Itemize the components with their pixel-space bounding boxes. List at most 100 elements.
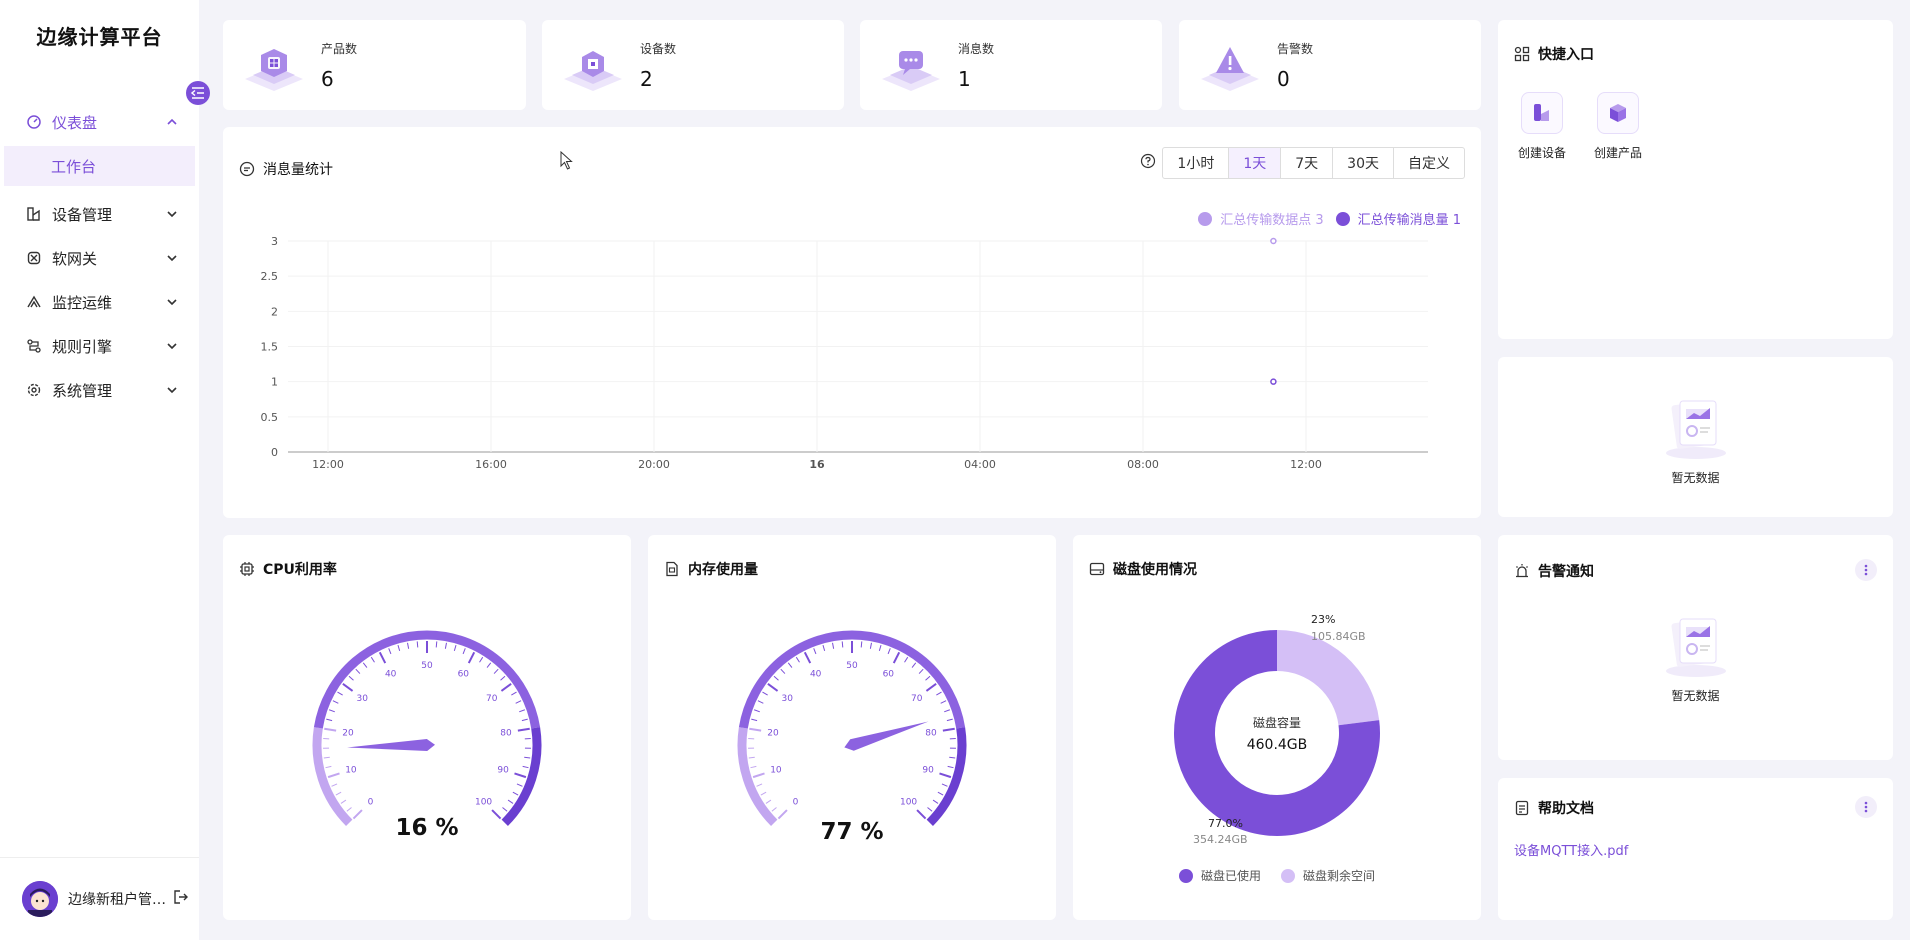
stat-card-messages[interactable]: 消息数 1 [860, 20, 1162, 110]
gauge-tick [370, 656, 375, 663]
sidebar-item-dashboard[interactable]: 仪表盘 [0, 100, 199, 144]
gauge-tick-label: 100 [900, 798, 917, 808]
stat-value: 6 [321, 66, 334, 91]
create-device-icon [1521, 92, 1563, 134]
gauge-tick [517, 727, 530, 732]
y-tick-label: 3 [271, 235, 278, 248]
gauge-tick [324, 727, 337, 732]
gauge-tick [323, 756, 330, 759]
logout-icon[interactable] [173, 889, 189, 909]
create-product-icon [1597, 92, 1639, 134]
chart-legend: 汇总传输数据点 3 汇总传输消息量 1 [1186, 209, 1461, 228]
legend-item-datapoints[interactable]: 汇总传输数据点 3 [1198, 209, 1324, 228]
help-more-button[interactable] [1855, 796, 1877, 818]
gauge-tick [435, 641, 438, 648]
gauge-tick [946, 718, 953, 722]
sidebar-item-system[interactable]: 系统管理 [0, 368, 199, 412]
y-tick-label: 2.5 [261, 270, 279, 283]
gauge-tick [519, 709, 526, 713]
alert-more-button[interactable] [1855, 559, 1877, 581]
settings-icon [26, 382, 42, 398]
gauge-tick-label: 70 [911, 694, 923, 704]
create-product-button[interactable]: 创建产品 [1586, 92, 1650, 161]
stat-card-products[interactable]: 产品数 6 [223, 20, 526, 110]
donut-slice [1277, 630, 1380, 726]
sidebar-item-gateway[interactable]: 软网关 [0, 236, 199, 280]
sidebar-subitem-workbench[interactable]: 工作台 [4, 146, 195, 186]
legend-item-disk-used[interactable]: 磁盘已使用 [1178, 867, 1261, 884]
gauge-tick [777, 809, 788, 820]
gauge-tick [927, 807, 933, 812]
gauge-needle [347, 739, 435, 751]
gauge-tick [787, 662, 793, 668]
monitor-icon [26, 294, 42, 310]
gauge-tick [756, 783, 763, 787]
range-7days-button[interactable]: 7天 [1280, 148, 1332, 178]
create-device-button[interactable]: 创建设备 [1510, 92, 1574, 161]
help-circle-icon[interactable] [1140, 153, 1156, 173]
y-tick-label: 0 [271, 446, 278, 459]
stat-label: 消息数 [958, 41, 995, 56]
sidebar-item-label: 监控运维 [52, 293, 113, 312]
more-vertical-icon [1864, 801, 1868, 813]
gauge-tick [331, 783, 338, 787]
gauge-tick [337, 691, 343, 696]
gauge-tick [813, 648, 817, 655]
stat-label: 产品数 [321, 41, 358, 56]
gauge-tick [462, 648, 466, 655]
gauge-tick [326, 718, 333, 722]
gauge-tick [346, 807, 352, 812]
stat-label: 告警数 [1277, 41, 1314, 56]
gauge-tick [832, 642, 835, 649]
sidebar-collapse-button[interactable] [186, 81, 210, 105]
range-custom-button[interactable]: 自定义 [1393, 148, 1464, 178]
gauge-tick [771, 807, 777, 812]
gauge-tick-label: 0 [793, 798, 799, 808]
sidebar-item-rule[interactable]: 规则引擎 [0, 324, 199, 368]
gauge-tick-label: 0 [368, 798, 374, 808]
stat-card-devices[interactable]: 设备数 2 [542, 20, 844, 110]
user-profile[interactable]: 边缘新租户管… [0, 857, 199, 940]
gauge-tick [342, 683, 354, 692]
legend-item-disk-free[interactable]: 磁盘剩余空间 [1281, 867, 1375, 884]
legend-item-messages[interactable]: 汇总传输消息量 1 [1335, 209, 1461, 228]
gauge-band-mid [738, 630, 966, 729]
gauge-tick [925, 675, 931, 681]
gauge-tick [444, 642, 447, 649]
range-30days-button[interactable]: 30天 [1332, 148, 1393, 178]
gauge-tick [327, 772, 340, 779]
help-docs-title: 帮助文档 [1514, 798, 1594, 818]
chevron-down-icon [167, 293, 177, 311]
gauge-tick [932, 799, 939, 804]
y-tick-label: 1.5 [261, 341, 279, 354]
gauge-tick [767, 683, 779, 692]
gauge-tick [944, 709, 951, 713]
stat-value: 0 [1277, 66, 1290, 91]
gauge-tick [486, 662, 492, 668]
stat-label: 设备数 [640, 41, 677, 56]
gauge-tick-label: 60 [883, 670, 895, 680]
gauge-tick [340, 799, 347, 804]
sidebar-item-monitor[interactable]: 监控运维 [0, 280, 199, 324]
stat-card-alarms[interactable]: 告警数 0 [1179, 20, 1481, 110]
gauge-tick-label: 80 [500, 728, 512, 738]
user-name: 边缘新租户管… [68, 892, 166, 908]
x-tick-label: 04:00 [964, 458, 996, 471]
gauge-tick-label: 40 [385, 670, 397, 680]
help-doc-link[interactable]: 设备MQTT接入.pdf [1514, 844, 1629, 859]
sidebar-item-device[interactable]: 设备管理 [0, 192, 199, 236]
gauge-tick [780, 668, 786, 674]
range-1hour-button[interactable]: 1小时 [1177, 156, 1215, 172]
gauge-band-high [926, 727, 967, 826]
range-1day-button[interactable]: 1天 [1228, 148, 1281, 178]
gauge-tick-label: 60 [458, 670, 470, 680]
cpu-icon [239, 561, 255, 577]
gauge-tick [940, 700, 947, 704]
donut-center-label: 磁盘容量 [1253, 715, 1301, 730]
gauge-tick [878, 644, 882, 652]
gauge-tick [416, 641, 419, 648]
gauge-band-low [312, 727, 353, 826]
product-count-icon [241, 35, 307, 95]
gauge-tick-label: 100 [475, 798, 492, 808]
gauge-tick [937, 791, 944, 796]
